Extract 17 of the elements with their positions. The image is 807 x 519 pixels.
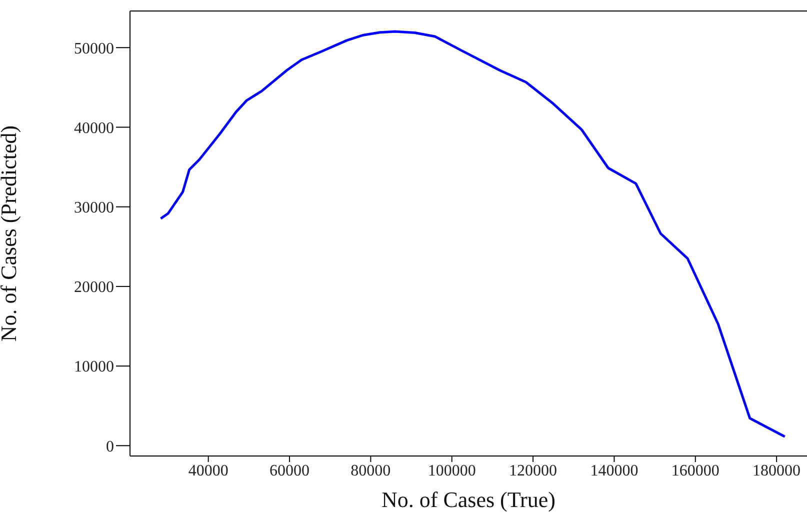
x-tick-label: 160000 [671,462,720,480]
x-tick-label: 80000 [350,462,391,480]
y-tick-label: 30000 [74,200,114,217]
y-tick-label: 50000 [74,40,114,58]
x-tick-label: 40000 [188,462,228,480]
x-tick-label: 180000 [752,462,801,480]
y-tick-label: 0 [106,438,114,456]
y-tick-label: 10000 [74,358,114,376]
x-tick-label: 100000 [428,462,476,480]
y-tick-label: 20000 [74,279,114,296]
x-tick-label: 140000 [590,462,638,480]
y-tick-label: 40000 [74,120,114,137]
y-axis-title: No. of Cases (Predicted) [0,125,21,342]
x-tick-label: 120000 [509,462,558,480]
x-tick-label: 60000 [270,462,310,480]
line-series [160,30,786,438]
x-axis-title: No. of Cases (True) [382,487,556,512]
